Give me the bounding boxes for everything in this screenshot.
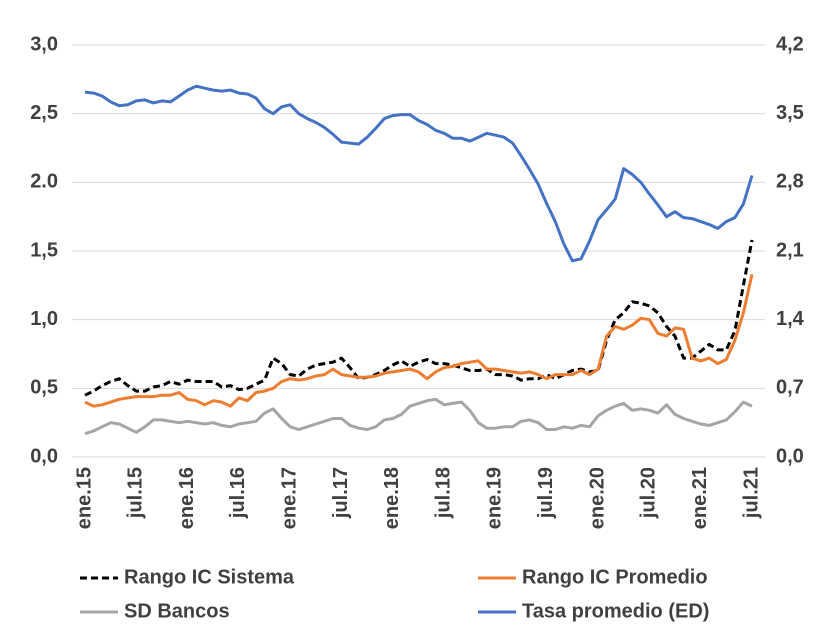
x-tick-label: ene.18 xyxy=(381,467,403,529)
y-tick-label: 0,5 xyxy=(30,377,58,399)
x-tick-label: jul.17 xyxy=(330,467,352,519)
x-tick-label: jul.16 xyxy=(227,467,249,519)
x-tick-label: ene.20 xyxy=(586,467,608,529)
y-tick-label: 1,0 xyxy=(30,308,58,330)
x-tick-label: jul.21 xyxy=(740,467,762,519)
x-tick-label: jul.18 xyxy=(432,467,454,519)
series-line xyxy=(84,397,753,436)
legend-label: SD Bancos xyxy=(124,600,230,622)
x-tick-label: ene.19 xyxy=(484,467,506,529)
x-tick-label: ene.17 xyxy=(279,467,301,529)
y2-tick-label: 2,8 xyxy=(776,171,804,193)
y-tick-label: 0,0 xyxy=(30,445,58,467)
y-tick-label: 2,5 xyxy=(30,102,58,124)
x-tick-label: jul.20 xyxy=(638,467,660,519)
legend-label: Rango IC Promedio xyxy=(522,566,708,588)
y2-tick-label: 0,0 xyxy=(776,445,804,467)
legend-label: Tasa promedio (ED) xyxy=(522,600,709,622)
x-tick-label: ene.16 xyxy=(176,467,198,529)
y2-tick-label: 3,5 xyxy=(776,102,804,124)
legend-label: Rango IC Sistema xyxy=(124,566,295,588)
y2-tick-label: 2,1 xyxy=(776,239,804,261)
y-tick-label: 2.0 xyxy=(30,171,58,193)
x-tick-label: jul.19 xyxy=(535,467,557,519)
y-tick-label: 1,5 xyxy=(30,239,58,261)
y2-tick-label: 4,2 xyxy=(776,33,804,55)
x-tick-label: ene.15 xyxy=(73,467,95,529)
y-tick-label: 3,0 xyxy=(30,33,58,55)
series-line xyxy=(84,239,754,397)
series-line xyxy=(84,84,754,263)
x-tick-label: ene.21 xyxy=(689,467,711,529)
y2-tick-label: 1,4 xyxy=(776,308,805,330)
series-line xyxy=(84,273,754,408)
x-tick-label: jul.15 xyxy=(125,467,147,519)
y2-tick-label: 0,7 xyxy=(776,377,804,399)
